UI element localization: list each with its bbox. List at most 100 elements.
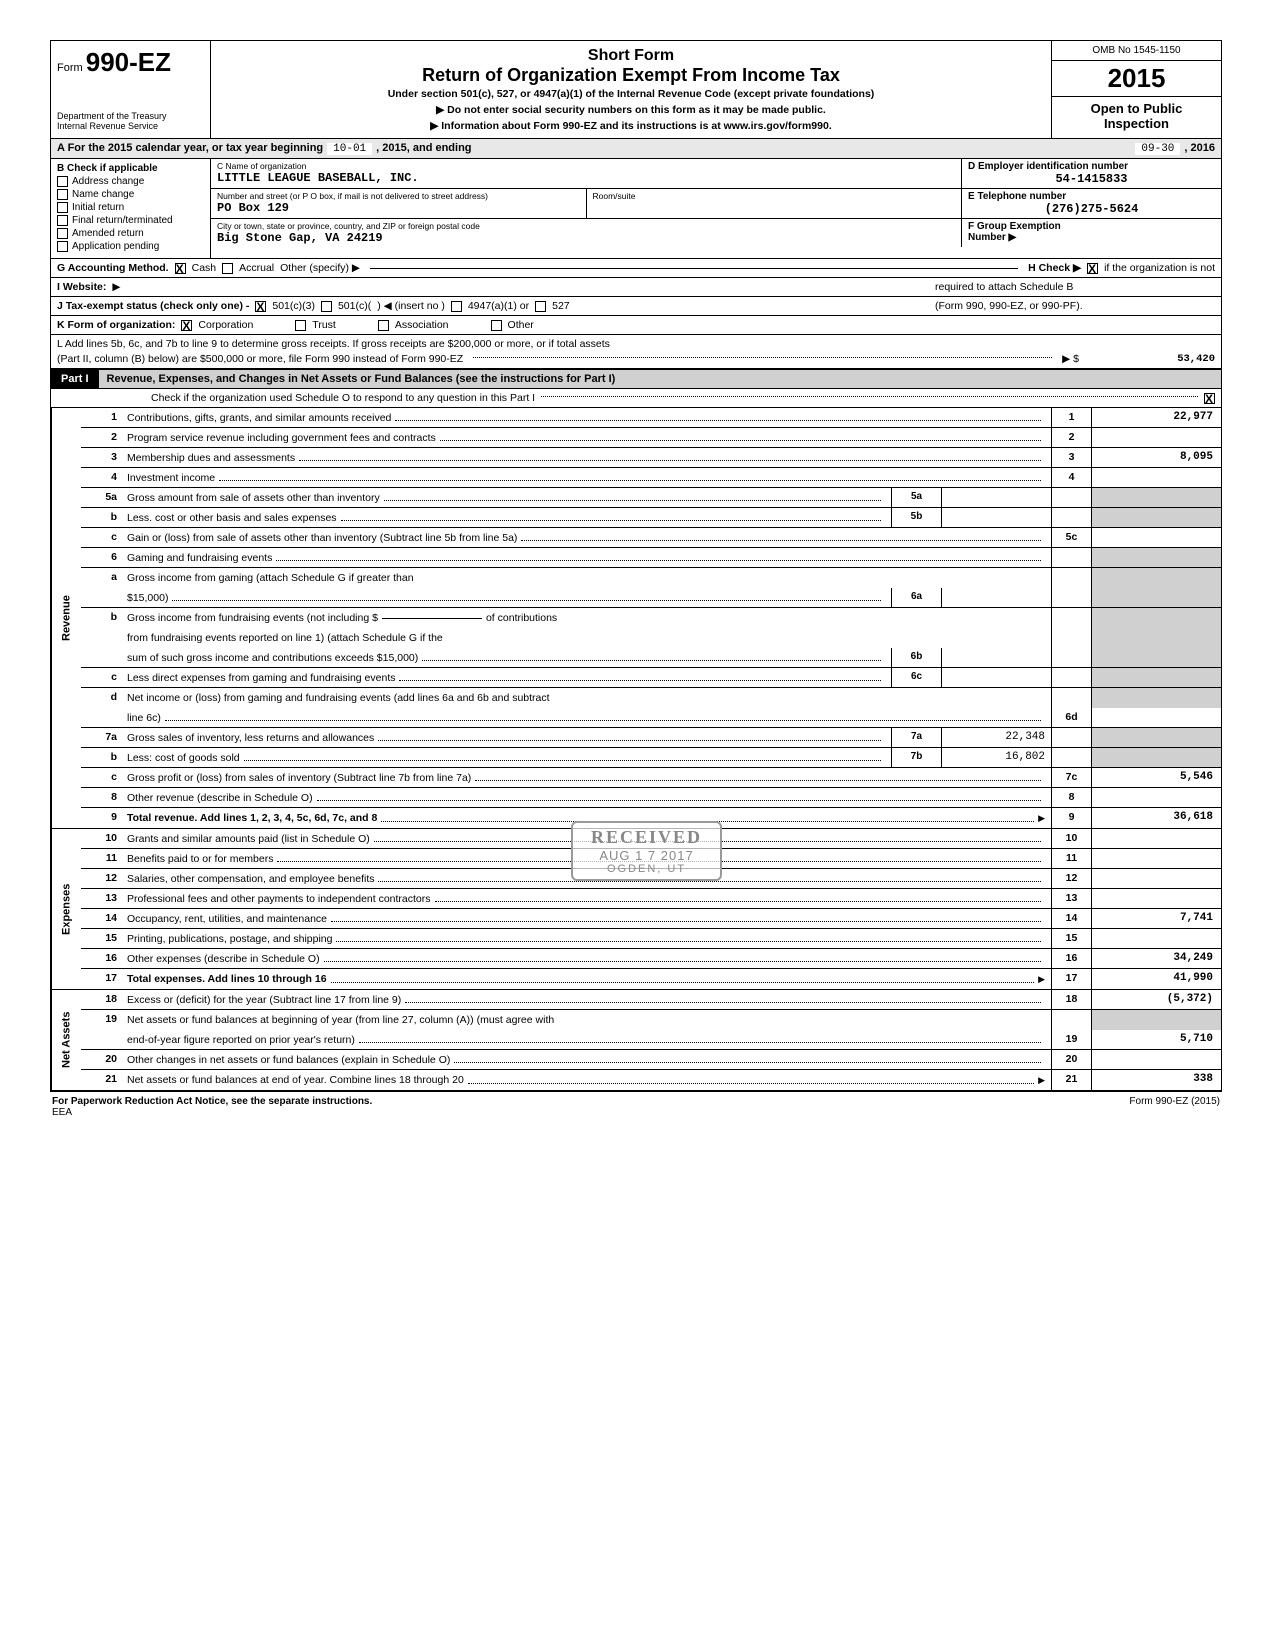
c-name-label: C Name of organization xyxy=(217,161,955,171)
row-number: 20 xyxy=(81,1050,121,1069)
line-value-col xyxy=(1091,1050,1221,1069)
chk-final-return[interactable] xyxy=(57,215,68,226)
row-number: 14 xyxy=(81,909,121,928)
chk-4947[interactable] xyxy=(451,301,462,312)
line-value-col: 22,977 xyxy=(1091,408,1221,427)
table-row: from fundraising events reported on line… xyxy=(81,628,1221,648)
line-number-col: 18 xyxy=(1051,990,1091,1009)
footer-eea: EEA xyxy=(52,1107,72,1118)
chk-501c3[interactable] xyxy=(255,301,266,312)
k-o1: Corporation xyxy=(198,319,253,331)
row-number: 5a xyxy=(81,488,121,507)
chk-corp[interactable] xyxy=(181,320,192,331)
chk-527[interactable] xyxy=(535,301,546,312)
j-o4: 527 xyxy=(552,300,570,312)
table-row: 3Membership dues and assessments38,095 xyxy=(81,448,1221,468)
line-j: J Tax-exempt status (check only one) - 5… xyxy=(51,297,1221,316)
chk-amended[interactable] xyxy=(57,228,68,239)
phone: (276)275-5624 xyxy=(968,202,1215,216)
l-text1: L Add lines 5b, 6c, and 7b to line 9 to … xyxy=(57,338,610,350)
line-number-col: 14 xyxy=(1051,909,1091,928)
part1-label: Part I xyxy=(51,370,99,388)
row-text: Investment income xyxy=(121,468,1051,487)
chk-initial-return[interactable] xyxy=(57,202,68,213)
title-short-form: Short Form xyxy=(221,47,1041,65)
row-number: 1 xyxy=(81,408,121,427)
row-text: Gross income from fundraising events (no… xyxy=(121,608,1051,628)
row-number: 8 xyxy=(81,788,121,807)
h-text3: (Form 990, 990-EZ, or 990-PF). xyxy=(935,300,1215,312)
sub-line-number: 7a xyxy=(891,728,941,747)
row-number: 3 xyxy=(81,448,121,467)
j-o2b: ) ◀ (insert no ) xyxy=(377,300,445,312)
f-label2: Number ▶ xyxy=(968,232,1215,243)
row-text: Printing, publications, postage, and shi… xyxy=(121,929,1051,948)
chk-name-change[interactable] xyxy=(57,189,68,200)
sub-line-value: 22,348 xyxy=(941,728,1051,747)
line-value-col xyxy=(1091,568,1221,588)
row-text: Net assets or fund balances at beginning… xyxy=(121,1010,1051,1030)
line-number-col xyxy=(1051,748,1091,767)
row-number: 4 xyxy=(81,468,121,487)
line-value-col: 338 xyxy=(1091,1070,1221,1090)
table-row: 5aGross amount from sale of assets other… xyxy=(81,488,1221,508)
revenue-side-label: Revenue xyxy=(51,408,81,828)
row-text: Net assets or fund balances at end of ye… xyxy=(121,1070,1051,1090)
chk-h[interactable] xyxy=(1087,263,1098,274)
sub-line-value xyxy=(941,588,1051,607)
chk-app-pending[interactable] xyxy=(57,241,68,252)
chk-other-org[interactable] xyxy=(491,320,502,331)
line-value-col xyxy=(1091,929,1221,948)
chk-accrual[interactable] xyxy=(222,263,233,274)
line-number-col: 11 xyxy=(1051,849,1091,868)
footer-right: Form 990-EZ (2015) xyxy=(1129,1096,1220,1118)
table-row: aGross income from gaming (attach Schedu… xyxy=(81,568,1221,588)
line-number-col: 13 xyxy=(1051,889,1091,908)
line-k: K Form of organization: Corporation Trus… xyxy=(51,316,1221,335)
chk-501c[interactable] xyxy=(321,301,332,312)
row-text: Other expenses (describe in Schedule O) xyxy=(121,949,1051,968)
line-number-col xyxy=(1051,588,1091,607)
table-row: 2Program service revenue including gover… xyxy=(81,428,1221,448)
line-value-col xyxy=(1091,428,1221,447)
dept-irs: Internal Revenue Service xyxy=(57,122,204,132)
chk-cash[interactable] xyxy=(175,263,186,274)
line-number-col: 3 xyxy=(1051,448,1091,467)
row-text: Occupancy, rent, utilities, and maintena… xyxy=(121,909,1051,928)
line-value-col xyxy=(1091,728,1221,747)
street: PO Box 129 xyxy=(217,201,580,215)
line-i: I Website: ▶ required to attach Schedule… xyxy=(51,278,1221,297)
line-value-col: 41,990 xyxy=(1091,969,1221,989)
j-o3: 4947(a)(1) or xyxy=(468,300,529,312)
open-public-1: Open to Public xyxy=(1056,101,1217,116)
table-row: sum of such gross income and contributio… xyxy=(81,648,1221,668)
l-text2: (Part II, column (B) below) are $500,000… xyxy=(57,353,463,365)
received-stamp: RECEIVED AUG 1 7 2017 OGDEN, UT xyxy=(571,821,722,881)
g-accrual: Accrual xyxy=(239,262,274,274)
header-center: Short Form Return of Organization Exempt… xyxy=(211,41,1051,138)
chk-schedule-o[interactable] xyxy=(1204,393,1215,404)
line-value-col xyxy=(1091,668,1221,687)
open-public-2: Inspection xyxy=(1056,116,1217,131)
city-label: City or town, state or province, country… xyxy=(217,221,955,231)
table-row: 21Net assets or fund balances at end of … xyxy=(81,1070,1221,1090)
chk-assoc[interactable] xyxy=(378,320,389,331)
line-value-col xyxy=(1091,708,1221,727)
sub-line-value xyxy=(941,488,1051,507)
part1-sub-text: Check if the organization used Schedule … xyxy=(151,392,535,404)
j-label: J Tax-exempt status (check only one) - xyxy=(57,300,249,312)
line-value-col: 36,618 xyxy=(1091,808,1221,828)
line-number-col: 4 xyxy=(1051,468,1091,487)
line-value-col xyxy=(1091,648,1221,667)
k-label: K Form of organization: xyxy=(57,319,175,331)
line-a-mid: , 2015, and ending xyxy=(376,142,471,154)
chk-address-change[interactable] xyxy=(57,176,68,187)
org-name: LITTLE LEAGUE BASEBALL, INC. xyxy=(217,171,955,185)
row-number: 6 xyxy=(81,548,121,567)
table-row: end-of-year figure reported on prior yea… xyxy=(81,1030,1221,1050)
line-value-col: 34,249 xyxy=(1091,949,1221,968)
chk-trust[interactable] xyxy=(295,320,306,331)
line-number-col: 10 xyxy=(1051,829,1091,848)
table-row: 1Contributions, gifts, grants, and simil… xyxy=(81,408,1221,428)
sub-line-value xyxy=(941,648,1051,667)
